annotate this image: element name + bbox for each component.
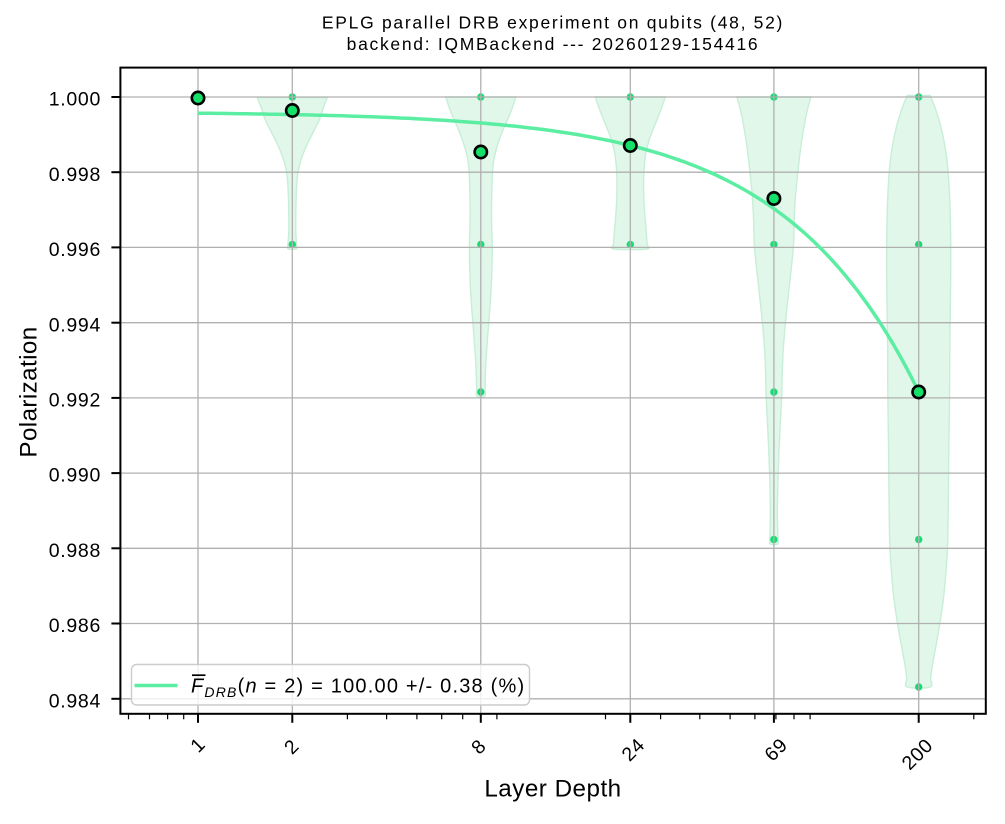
svg-text:Polarization: Polarization bbox=[16, 326, 43, 457]
svg-text:0.988: 0.988 bbox=[49, 540, 101, 562]
svg-text:EPLG parallel DRB experiment o: EPLG parallel DRB experiment on qubits (… bbox=[322, 13, 784, 33]
svg-text:0.990: 0.990 bbox=[49, 465, 101, 487]
svg-text:0.986: 0.986 bbox=[49, 615, 101, 637]
svg-text:FDRB(n = 2) = 100.00 +/- 0.38: FDRB(n = 2) = 100.00 +/- 0.38 (%) bbox=[191, 676, 525, 701]
svg-text:backend: IQMBackend --- 202601: backend: IQMBackend --- 20260129-154416 bbox=[347, 34, 760, 54]
svg-text:1.000: 1.000 bbox=[49, 89, 101, 111]
svg-text:0.994: 0.994 bbox=[49, 314, 101, 336]
svg-text:0.998: 0.998 bbox=[49, 164, 101, 186]
svg-text:0.996: 0.996 bbox=[49, 239, 101, 261]
svg-text:Layer Depth: Layer Depth bbox=[484, 776, 621, 803]
svg-text:0.984: 0.984 bbox=[49, 690, 101, 712]
svg-text:0.992: 0.992 bbox=[49, 390, 101, 412]
